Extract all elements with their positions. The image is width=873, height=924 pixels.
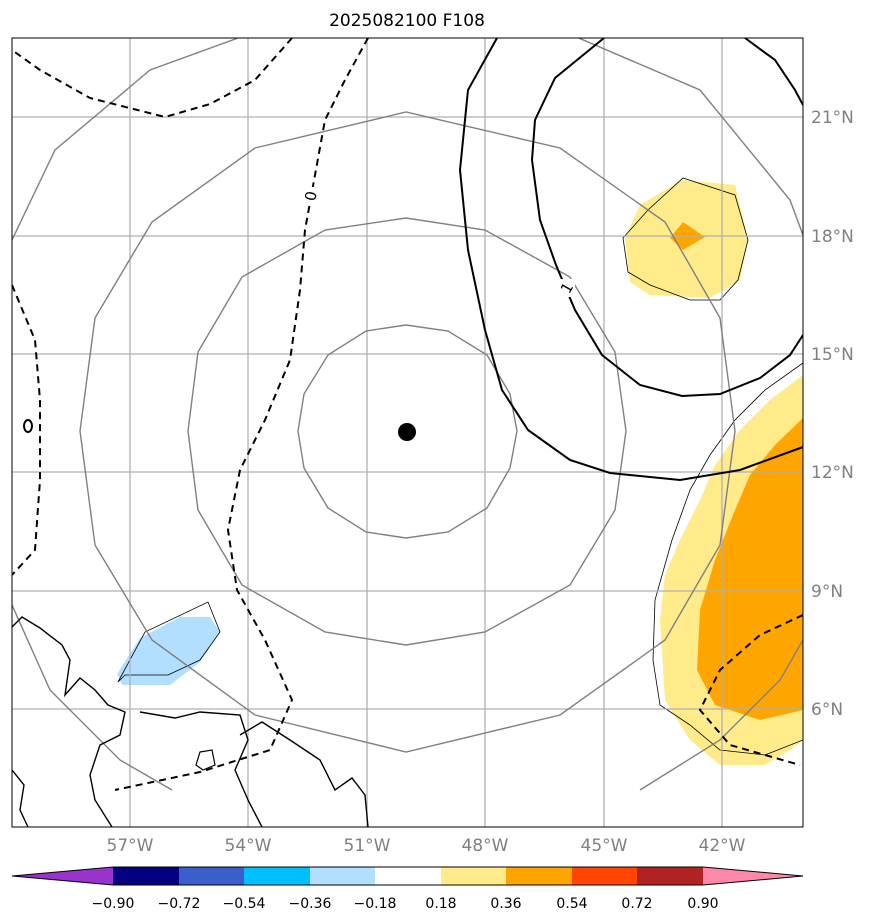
colorbar-tick: 0.54 [556,896,587,912]
range-ring-4 [12,38,803,791]
lat-tick-6n: 6°N [811,700,843,720]
colorbar-segment [572,867,637,885]
coastline [12,616,369,827]
colorbar-tick: 0.90 [687,896,718,912]
map-area: 0 1 [12,38,803,827]
lon-tick-48w: 48°W [462,836,509,856]
lat-tick-12n: 12°N [811,463,854,483]
storm-center-marker [398,423,416,441]
lon-tick-42w: 42°W [699,836,746,856]
colorbar-tick: −0.36 [289,896,332,912]
colorbar-segment [179,867,244,885]
colorbar-tick: 0.36 [490,896,521,912]
graticule [12,38,803,827]
colorbar-segment [244,867,310,885]
range-ring-3 [79,111,736,753]
lon-tick-54w: 54°W [225,836,272,856]
lon-tick-45w: 45°W [581,836,628,856]
lon-tick-51w: 51°W [344,836,391,856]
lon-tick-57w: 57°W [107,836,154,856]
map-title: 2025082100 F108 [329,11,485,31]
colorbar-tick: 0.18 [425,896,456,912]
lat-tick-18n: 18°N [811,227,854,247]
colorbar-extend-high [703,867,803,885]
range-ring-1 [297,324,518,539]
colorbar-segment [506,867,572,885]
map-frame [11,37,804,828]
colorbar-segment [310,867,375,885]
colorbar-segment [637,867,703,885]
lat-tick-labels: 21°N 18°N 15°N 12°N 9°N 6°N [811,108,854,720]
contour-labels: 0 1 [301,187,577,297]
contour-one-outer [458,38,803,482]
colorbar-tick: −0.54 [223,896,266,912]
contour-label-zero: 0 [301,190,320,203]
colorbar-tick: −0.72 [158,896,201,912]
colorbar-segment [113,867,179,885]
contour-one-inner [530,38,803,398]
lat-tick-15n: 15°N [811,345,854,365]
contour-zero-east [698,614,803,766]
colorbar-outline [11,866,804,886]
contours [12,38,803,791]
range-rings [12,38,803,791]
colorbar-tick: 0.72 [621,896,652,912]
range-ring-2 [187,217,627,646]
contour-zero-islet [23,419,33,433]
shade-negative-west [117,617,220,685]
contour-zero-central [114,38,369,791]
lat-tick-21n: 21°N [811,108,854,128]
lon-tick-labels: 57°W 54°W 51°W 48°W 45°W 42°W [107,836,746,856]
coastline-islet [195,749,216,771]
colorbar: −0.90 −0.72 −0.54 −0.36 −0.18 0.18 0.36 … [11,866,804,912]
shade-outlines [117,177,803,756]
colorbar-tick: −0.18 [354,896,397,912]
shade-strong-east [697,418,803,720]
colorbar-extend-low [12,867,113,885]
contour-zero-west [12,38,293,119]
lat-tick-9n: 9°N [811,582,843,602]
contour-one-top [744,38,803,106]
colorbar-tick: −0.90 [92,896,135,912]
colorbar-segment [441,867,506,885]
colorbar-segment [375,867,441,885]
contour-zero-far-west [12,284,41,576]
